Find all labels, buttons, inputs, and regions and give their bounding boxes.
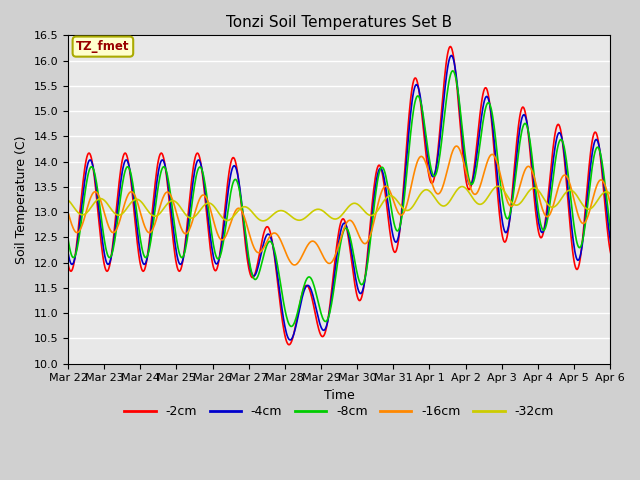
Title: Tonzi Soil Temperatures Set B: Tonzi Soil Temperatures Set B xyxy=(226,15,452,30)
Legend: -2cm, -4cm, -8cm, -16cm, -32cm: -2cm, -4cm, -8cm, -16cm, -32cm xyxy=(119,400,559,423)
Y-axis label: Soil Temperature (C): Soil Temperature (C) xyxy=(15,135,28,264)
Text: TZ_fmet: TZ_fmet xyxy=(76,40,130,53)
X-axis label: Time: Time xyxy=(324,389,355,402)
